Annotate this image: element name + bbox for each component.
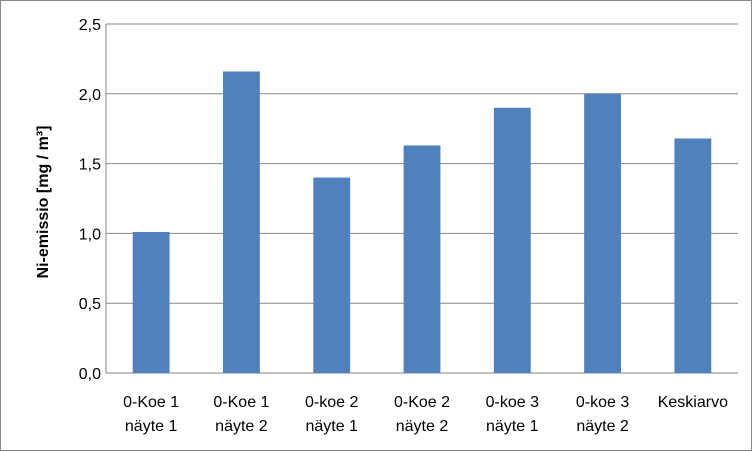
bar [132, 232, 170, 373]
x-category-label: 0-Koe 1 näyte 1 [123, 394, 179, 435]
x-category-label-line: 0-koe 3 [486, 394, 539, 411]
x-category-label-line: näyte 2 [215, 418, 268, 435]
x-category-label-line: 0-koe 2 [305, 394, 358, 411]
x-category-label-line: näyte 1 [125, 418, 178, 435]
bar [313, 177, 351, 373]
y-axis-tick-labels: 0,0 0,5 1,0 1,5 2,0 2,5 [79, 17, 101, 383]
y-tick-label: 1,0 [79, 226, 101, 243]
x-category-label-line: 0-Koe 2 [394, 394, 450, 411]
x-category-label-line: 0-Koe 1 [213, 394, 269, 411]
bar [674, 138, 712, 373]
x-category-label-line: 0-koe 3 [576, 394, 629, 411]
x-category-label-line: näyte 1 [486, 418, 539, 435]
x-category-label: 0-koe 2 näyte 1 [305, 394, 358, 435]
x-category-label-line: 0-Koe 1 [123, 394, 179, 411]
bar [403, 145, 441, 373]
x-category-label-line: Keskiarvo [658, 394, 728, 411]
y-axis-title: Ni-emissio [mg / m³] [35, 126, 52, 279]
x-category-label: 0-Koe 1 näyte 2 [213, 394, 269, 435]
y-tick-label: 0,5 [79, 296, 101, 313]
x-category-label-line: näyte 1 [305, 418, 358, 435]
x-category-label: 0-koe 3 näyte 1 [486, 394, 539, 435]
bar [493, 107, 531, 373]
x-category-label: 0-Koe 2 näyte 2 [394, 394, 450, 435]
y-tick-label: 2,0 [79, 87, 101, 104]
bar [584, 93, 621, 374]
x-category-label: 0-koe 3 näyte 2 [576, 394, 629, 435]
x-category-label: Keskiarvo [658, 394, 728, 411]
x-axis-category-labels: 0-Koe 1 näyte 1 0-Koe 1 näyte 2 0-koe 2 näyte… [123, 394, 728, 435]
y-tick-label: 0,0 [79, 366, 101, 383]
bars [132, 71, 712, 374]
x-category-label-line: näyte 2 [576, 418, 629, 435]
y-tick-label: 2,5 [79, 17, 101, 34]
y-tick-label: 1,5 [79, 157, 101, 174]
bar [223, 71, 260, 374]
x-category-label-line: näyte 2 [396, 418, 449, 435]
